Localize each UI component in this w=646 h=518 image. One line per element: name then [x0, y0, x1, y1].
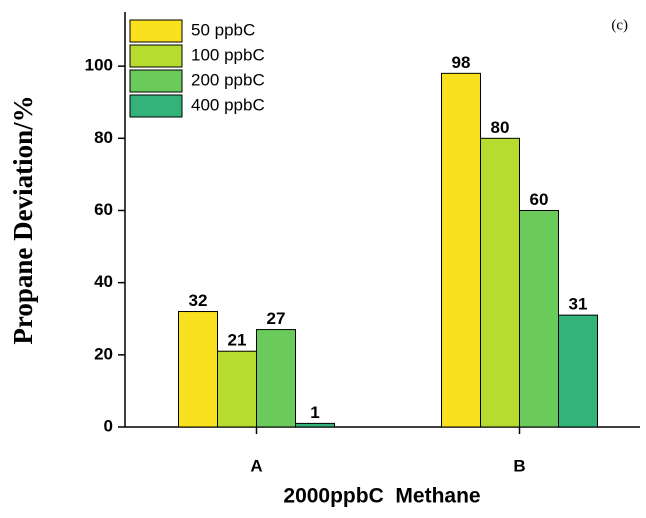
legend-swatch [129, 19, 183, 43]
y-tick-label: 20 [94, 344, 113, 363]
bar [480, 137, 520, 428]
legend-label: 100 ppbC [191, 45, 265, 64]
value-label: 60 [530, 190, 549, 209]
value-label: 98 [452, 53, 471, 72]
legend-swatch [129, 94, 183, 118]
bar [295, 422, 335, 428]
legend-label: 400 ppbC [191, 95, 265, 114]
y-tick-label: 40 [94, 272, 113, 291]
value-label: 21 [228, 331, 247, 350]
value-label: 1 [310, 403, 319, 422]
legend-label: 200 ppbC [191, 70, 265, 89]
legend-swatch [129, 69, 183, 93]
panel-label: (c) [611, 17, 628, 33]
y-tick-label: 80 [94, 128, 113, 147]
bar [256, 329, 296, 428]
value-label: 31 [569, 295, 588, 314]
x-axis-title: 2000ppbC Methane [283, 485, 480, 508]
legend-label: 50 ppbC [191, 20, 255, 39]
y-tick-label: 60 [94, 200, 113, 219]
bar [519, 209, 559, 428]
bar [558, 314, 598, 428]
value-label: 27 [267, 309, 286, 328]
legend-swatch [129, 44, 183, 68]
x-tick-label: A [250, 456, 262, 475]
value-label: 80 [491, 118, 510, 137]
bar [217, 350, 257, 428]
value-label: 32 [189, 291, 208, 310]
y-tick-label: 100 [85, 56, 113, 75]
bar [178, 311, 218, 428]
x-tick-label: B [513, 456, 525, 475]
y-axis-title: Propane Deviation/% [8, 95, 38, 344]
y-tick-label: 0 [104, 416, 113, 435]
bar [441, 72, 481, 428]
